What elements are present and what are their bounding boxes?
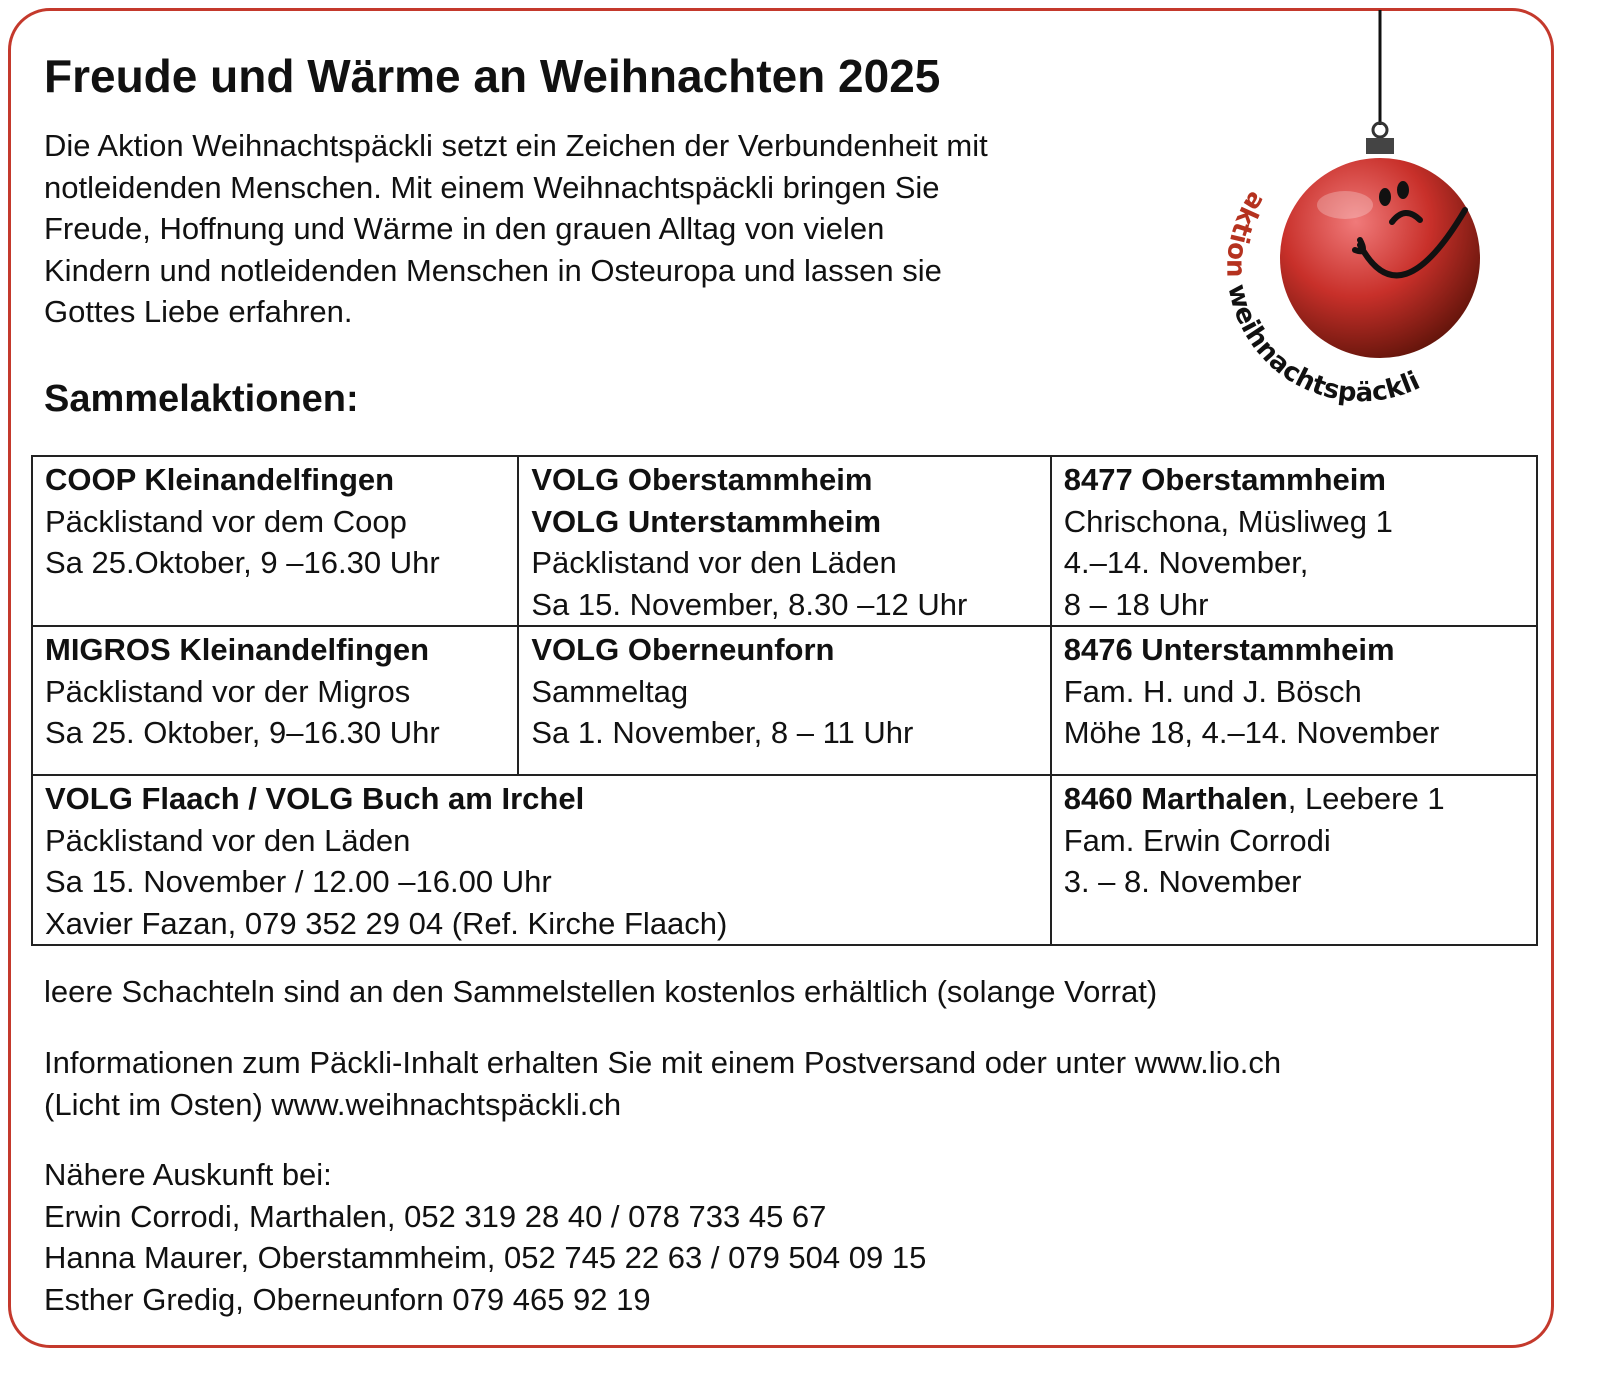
- contact-block: Nähere Auskunft bei: Erwin Corrodi, Mart…: [44, 1154, 926, 1320]
- table-cell: VOLG Flaach / VOLG Buch am Irchel Päckli…: [31, 774, 1052, 946]
- location-date: Sa 15. November, 8.30 –12 Uhr: [531, 586, 968, 622]
- collection-points-table: COOP Kleinandelfingen Päcklistand vor de…: [30, 455, 1539, 946]
- page-border: [8, 8, 1554, 1348]
- location-name: 8477 Oberstammheim: [1063, 462, 1386, 497]
- location-name: COOP Kleinandelfingen: [45, 462, 395, 497]
- table-row: COOP Kleinandelfingen Päcklistand vor de…: [30, 455, 1539, 627]
- location-heading: 8460 Marthalen, Leebere 1: [1064, 778, 1524, 820]
- location-name: VOLG Unterstammheim: [531, 503, 882, 539]
- table-row: VOLG Flaach / VOLG Buch am Irchel Päckli…: [31, 774, 1539, 946]
- aktion-weihnachtspaeckli-logo: aktion weihnachtspäckli: [1220, 10, 1480, 408]
- intro-text: Die Aktion Weihnachtspäckli setzt ein Ze…: [44, 125, 1194, 333]
- table-row: MIGROS Kleinandelfingen Päcklistand vor …: [30, 625, 1539, 776]
- location-date: Sa 25.Oktober, 9 –16.30 Uhr: [45, 545, 440, 580]
- location-date: Sa 15. November / 12.00 –16.00 Uhr: [45, 864, 552, 899]
- intro-line: Kindern und notleidenden Menschen in Ost…: [44, 252, 942, 288]
- location-detail: Sammeltag: [531, 673, 689, 709]
- location-name: 8476 Unterstammheim: [1063, 632, 1395, 667]
- table-cell: VOLG Oberneunforn Sammeltag Sa 1. Novemb…: [517, 625, 1052, 776]
- contact-line: Hanna Maurer, Oberstammheim, 052 745 22 …: [44, 1240, 927, 1275]
- location-date: Möhe 18, 4.–14. November: [1063, 715, 1440, 750]
- location-time: 8 – 18 Uhr: [1063, 586, 1209, 622]
- location-detail: Fam. H. und J. Bösch: [1063, 673, 1362, 709]
- location-name: MIGROS Kleinandelfingen: [45, 632, 430, 667]
- table-cell: VOLG Oberstammheim VOLG Unterstammheim P…: [517, 455, 1052, 627]
- location-date: 4.–14. November,: [1063, 545, 1309, 580]
- section-title: Sammelaktionen:: [44, 378, 359, 420]
- table-cell: MIGROS Kleinandelfingen Päcklistand vor …: [30, 625, 520, 776]
- intro-line: Die Aktion Weihnachtspäckli setzt ein Ze…: [44, 128, 988, 163]
- location-detail: Päcklistand vor den Läden: [45, 822, 411, 858]
- info-line: (Licht im Osten) www.weihnachtspäckli.ch: [44, 1086, 622, 1122]
- location-name: VOLG Oberstammheim: [531, 462, 873, 497]
- location-date: 3. – 8. November: [1063, 864, 1302, 899]
- info-text: Informationen zum Päckli-Inhalt erhalten…: [44, 1042, 1281, 1125]
- location-contact: Xavier Fazan, 079 352 29 04 (Ref. Kirche…: [45, 905, 728, 941]
- contact-line: Esther Gredig, Oberneunforn 079 465 92 1…: [44, 1281, 651, 1317]
- location-date: Sa 1. November, 8 – 11 Uhr: [531, 715, 914, 750]
- page-title: Freude und Wärme an Weihnachten 2025: [44, 50, 941, 102]
- location-detail: Fam. Erwin Corrodi: [1063, 822, 1331, 858]
- table-cell: 8477 Oberstammheim Chrischona, Müsliweg …: [1049, 455, 1539, 627]
- location-date: Sa 25. Oktober, 9–16.30 Uhr: [45, 715, 440, 750]
- location-name: 8460 Marthalen: [1063, 781, 1288, 816]
- contact-heading: Nähere Auskunft bei:: [44, 1157, 332, 1192]
- table-cell: 8476 Unterstammheim Fam. H. und J. Bösch…: [1049, 625, 1539, 776]
- contact-line: Erwin Corrodi, Marthalen, 052 319 28 40 …: [44, 1198, 827, 1234]
- intro-line: Gottes Liebe erfahren.: [44, 294, 353, 329]
- empty-boxes-note: leere Schachteln sind an den Sammelstell…: [44, 974, 1158, 1009]
- location-address: , Leebere 1: [1287, 781, 1445, 816]
- table-cell: 8460 Marthalen, Leebere 1 Fam. Erwin Cor…: [1049, 774, 1539, 946]
- intro-line: Freude, Hoffnung und Wärme in den grauen…: [44, 211, 885, 246]
- location-detail: Päcklistand vor dem Coop: [45, 503, 407, 539]
- table-cell: COOP Kleinandelfingen Päcklistand vor de…: [30, 455, 520, 627]
- location-detail: Päcklistand vor der Migros: [45, 673, 411, 709]
- location-name: VOLG Oberneunforn: [531, 632, 835, 667]
- location-detail: Päcklistand vor den Läden: [531, 545, 897, 580]
- info-line: Informationen zum Päckli-Inhalt erhalten…: [44, 1045, 1282, 1080]
- location-name: VOLG Flaach / VOLG Buch am Irchel: [45, 781, 585, 816]
- location-detail: Chrischona, Müsliweg 1: [1063, 503, 1393, 539]
- intro-line: notleidenden Menschen. Mit einem Weihnac…: [44, 169, 940, 205]
